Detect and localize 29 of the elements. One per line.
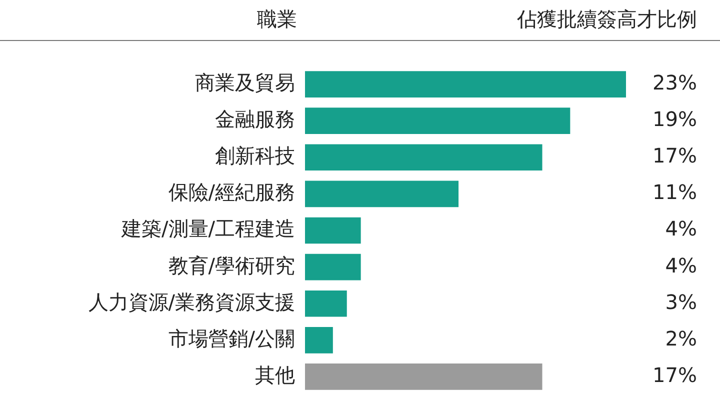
bar	[305, 327, 333, 354]
data-label: 4%	[665, 216, 697, 241]
data-label: 19%	[652, 107, 697, 132]
data-label: 17%	[652, 362, 697, 387]
bar	[305, 180, 459, 208]
y-tick-label: 商業及貿易	[195, 70, 295, 94]
y-tick-label: 人力資源/業務資源支援	[88, 290, 295, 314]
bar	[305, 364, 542, 390]
data-label: 23%	[652, 70, 697, 94]
y-tick-label: 建築/測量/工程建造	[120, 216, 295, 241]
bar	[305, 71, 626, 98]
y-tick-label: 其他	[255, 362, 295, 387]
data-label: 4%	[665, 253, 697, 278]
data-label: 11%	[652, 180, 697, 204]
y-tick-label: 保險/經紀服務	[168, 180, 295, 204]
data-label: 17%	[652, 144, 697, 168]
y-tick-label: 金融服務	[215, 107, 295, 132]
y-tick-label: 市場營銷/公關	[168, 326, 295, 350]
x-axis-title: 佔獲批續簽高才比例	[517, 6, 697, 33]
data-label: 2%	[665, 326, 697, 350]
y-axis-title: 職業	[257, 6, 297, 33]
bar	[305, 217, 361, 244]
bar	[305, 254, 361, 280]
bar	[305, 144, 542, 171]
data-label: 3%	[665, 290, 697, 314]
y-tick-label: 教育/學術研究	[168, 253, 295, 278]
bar	[305, 108, 570, 134]
bar	[305, 290, 347, 317]
y-tick-label: 創新科技	[215, 144, 295, 168]
